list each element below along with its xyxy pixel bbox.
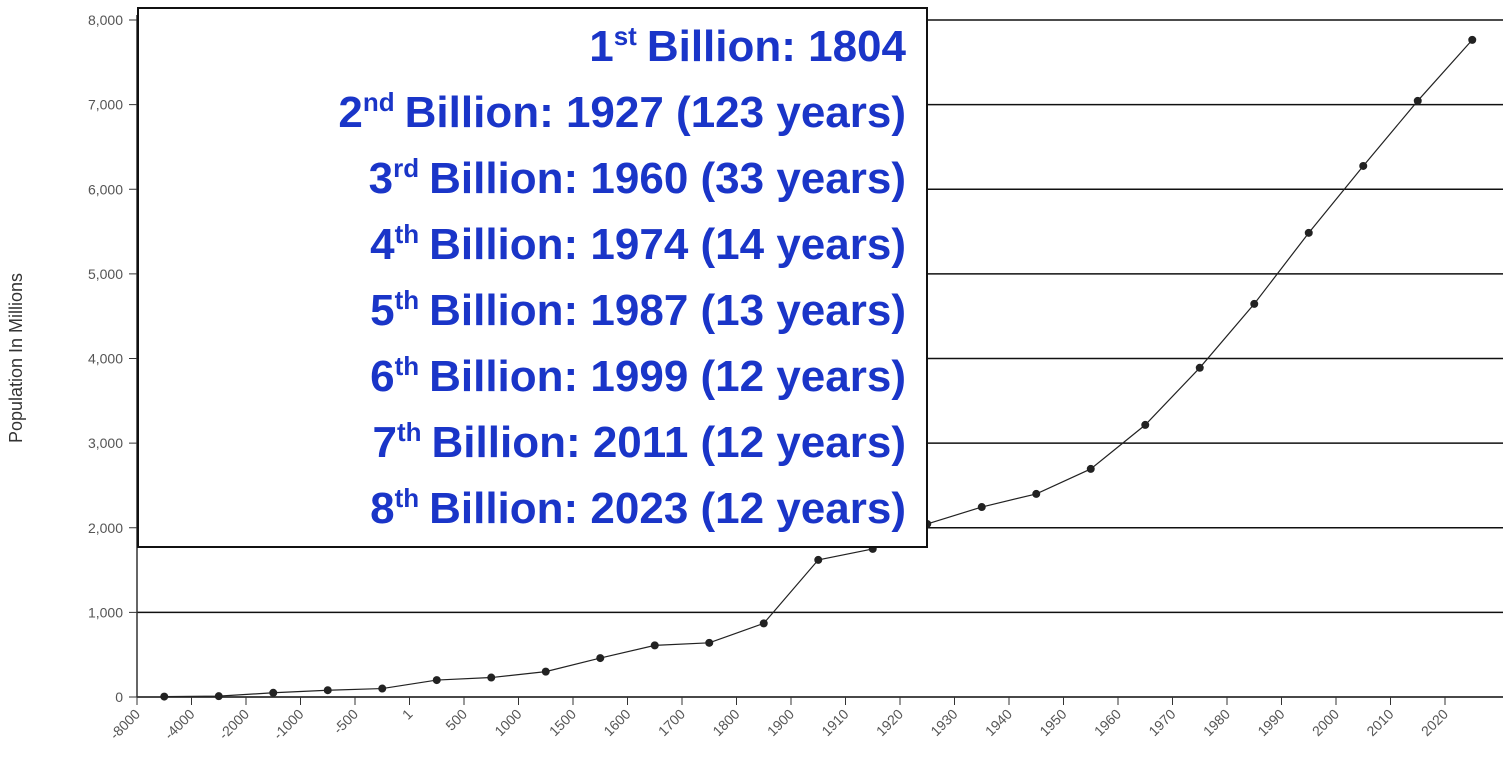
data-point — [541, 667, 550, 676]
x-tick-label: 1990 — [1254, 706, 1287, 739]
data-point — [1086, 464, 1095, 473]
data-point — [1141, 420, 1150, 429]
data-point — [269, 688, 278, 697]
annotation-text: Billion: 1999 (12 years) — [429, 352, 906, 401]
annotation-text: Billion: 2011 (12 years) — [431, 418, 906, 467]
annotation-text: Billion: 1960 (33 years) — [429, 154, 906, 203]
y-tick-label: 0 — [115, 689, 123, 705]
y-axis-label: Population In Millions — [6, 273, 26, 443]
y-tick-label: 6,000 — [88, 181, 123, 197]
data-point — [1304, 228, 1313, 237]
x-tick-label: 1900 — [764, 706, 797, 739]
y-tick-label: 7,000 — [88, 97, 123, 113]
annotation-number: 7 — [372, 418, 397, 467]
annotation-suffix: th — [394, 483, 420, 513]
x-tick-label: 1950 — [1036, 706, 1069, 739]
x-tick-label: -8000 — [106, 706, 143, 743]
annotation-suffix: th — [394, 351, 420, 381]
annotation-text: Billion: 1974 (14 years) — [429, 220, 906, 269]
y-tick-label: 2,000 — [88, 520, 123, 536]
x-tick-label: -1000 — [270, 706, 307, 743]
data-point — [977, 503, 986, 512]
x-tick-label: 2010 — [1363, 706, 1396, 739]
data-point — [323, 686, 332, 695]
annotation-number: 4 — [370, 220, 395, 269]
x-tick-label: 2020 — [1418, 706, 1451, 739]
annotation-number: 2 — [338, 88, 363, 137]
y-tick-label: 1,000 — [88, 604, 123, 620]
annotation-number: 5 — [370, 286, 395, 335]
annotation-line: 2nd Billion: 1927 (123 years) — [338, 89, 906, 135]
data-point — [1359, 161, 1368, 170]
x-tick-label: 1000 — [491, 706, 524, 739]
data-point — [1468, 35, 1477, 44]
data-point — [1250, 299, 1259, 308]
annotation-text: Billion: 1987 (13 years) — [429, 286, 906, 335]
annotation-suffix: th — [396, 417, 422, 447]
x-tick-label: 1960 — [1091, 706, 1124, 739]
annotation-suffix: st — [613, 21, 637, 51]
x-tick-label: 1500 — [546, 706, 579, 739]
y-tick-label: 5,000 — [88, 266, 123, 282]
annotation-number: 8 — [370, 484, 395, 533]
annotation-box: 1st Billion: 1804 2nd Billion: 1927 (123 ye… — [137, 7, 928, 548]
annotation-number: 6 — [370, 352, 395, 401]
annotation-number: 3 — [368, 154, 394, 203]
x-tick-label: 1930 — [927, 706, 960, 739]
data-point — [160, 692, 169, 701]
annotation-suffix: th — [394, 219, 420, 249]
x-tick-label: 1980 — [1200, 706, 1233, 739]
x-tick-label: 1800 — [709, 706, 742, 739]
x-tick-label: 1920 — [873, 706, 906, 739]
y-tick-label: 4,000 — [88, 351, 123, 367]
data-point — [759, 619, 768, 628]
annotation-line: 5th Billion: 1987 (13 years) — [370, 287, 906, 333]
x-tick-label: 2000 — [1309, 706, 1342, 739]
annotation-text: Billion: 1804 — [646, 22, 906, 71]
annotation-number: 1 — [589, 22, 614, 71]
annotation-text: Billion: 1927 (123 years) — [404, 88, 906, 137]
annotation-line: 8th Billion: 2023 (12 years) — [370, 485, 906, 531]
x-tick-label: -500 — [330, 706, 361, 737]
data-point — [814, 555, 823, 564]
x-tick-label: -2000 — [215, 706, 252, 743]
annotation-text: Billion: 2023 (12 years) — [429, 484, 906, 533]
data-point — [214, 692, 223, 701]
data-point — [378, 684, 387, 693]
x-tick-label: 500 — [442, 706, 470, 734]
annotation-suffix: th — [394, 285, 420, 315]
annotation-suffix: nd — [362, 87, 395, 117]
annotation-line: 4th Billion: 1974 (14 years) — [370, 221, 906, 267]
data-point — [650, 641, 659, 650]
x-tick-label: 1910 — [818, 706, 851, 739]
data-point — [432, 676, 441, 685]
annotation-line: 7th Billion: 2011 (12 years) — [373, 419, 907, 465]
annotation-line: 3rd Billion: 1960 (33 years) — [369, 155, 906, 201]
y-tick-label: 3,000 — [88, 435, 123, 451]
data-point — [1032, 489, 1041, 498]
x-tick-label: -4000 — [161, 706, 198, 743]
x-tick-label: 1700 — [655, 706, 688, 739]
data-point — [487, 673, 496, 682]
annotation-suffix: rd — [393, 153, 420, 183]
annotation-line: 1st Billion: 1804 — [589, 23, 906, 69]
x-tick-label: 1600 — [600, 706, 633, 739]
data-point — [1413, 96, 1422, 105]
annotation-line: 6th Billion: 1999 (12 years) — [370, 353, 906, 399]
x-tick-label: 1 — [399, 706, 416, 723]
y-tick-label: 8,000 — [88, 12, 123, 28]
x-tick-label: 1970 — [1145, 706, 1178, 739]
data-point — [596, 654, 605, 663]
data-point — [1195, 363, 1204, 372]
x-tick-label: 1940 — [982, 706, 1015, 739]
data-point — [705, 638, 714, 647]
